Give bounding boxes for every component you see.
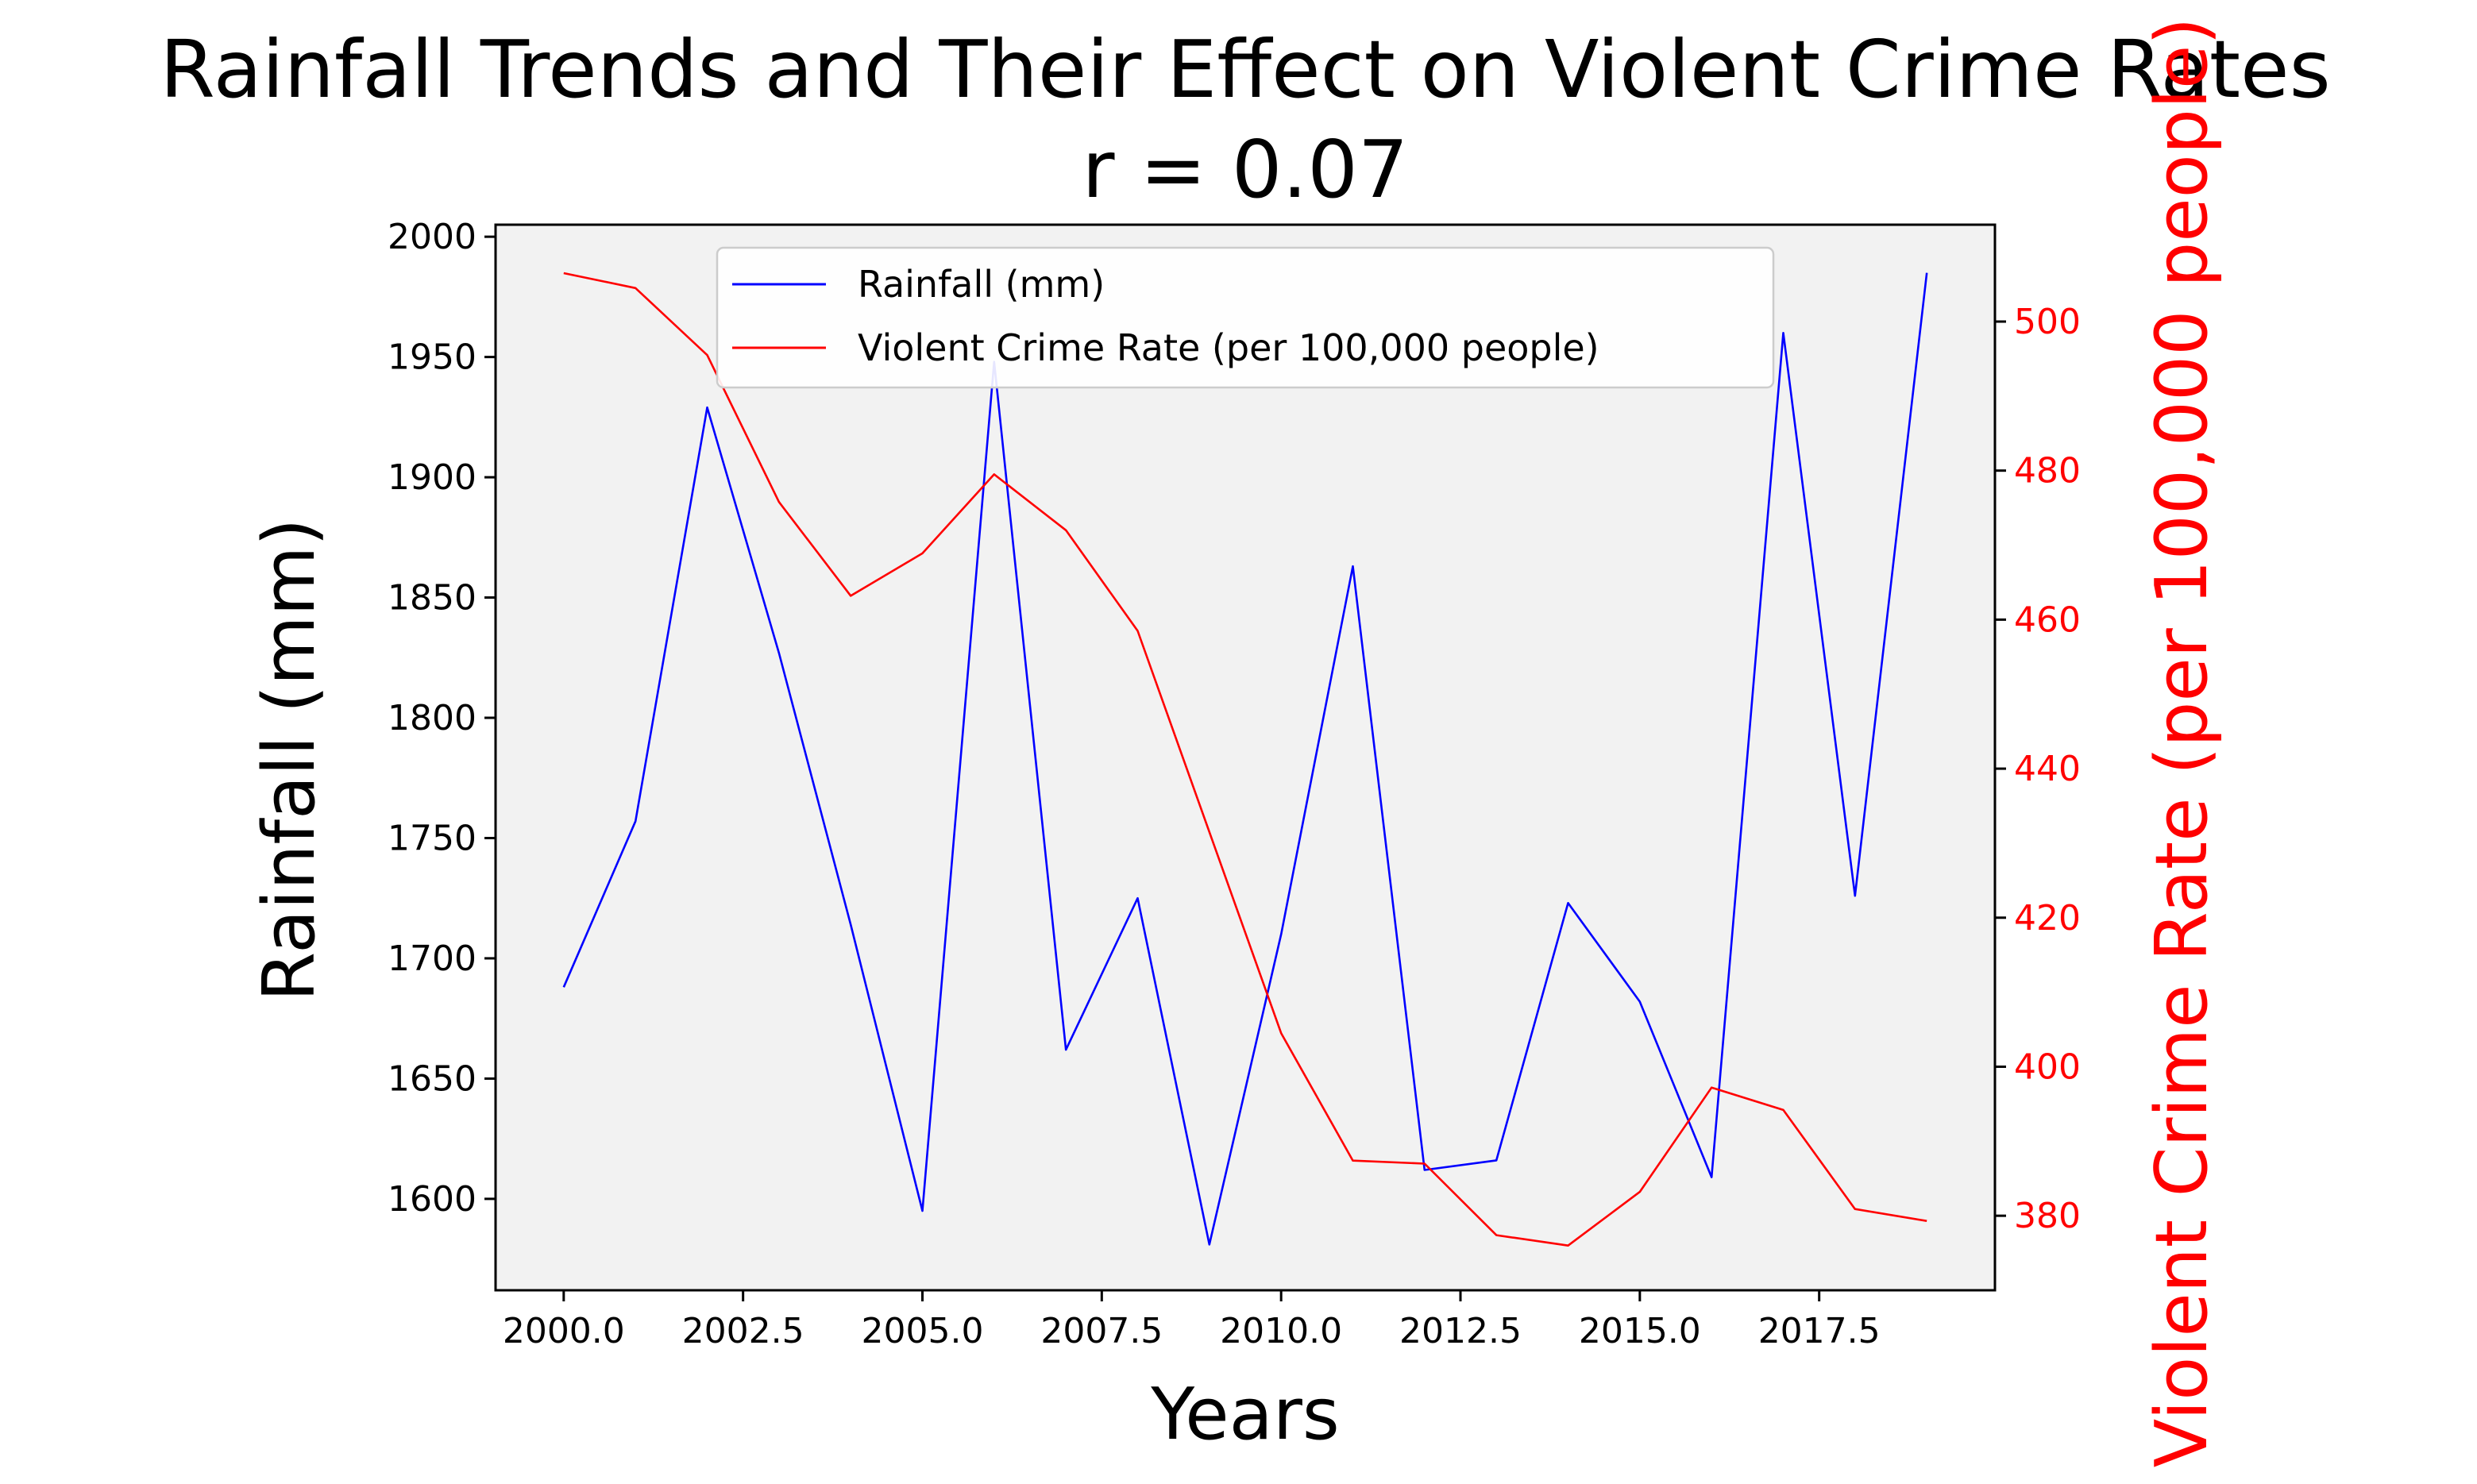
series-lines (562, 272, 1928, 1247)
y-tick-label: 1750 (388, 818, 476, 858)
y-right-tick-label: 480 (2014, 451, 2081, 491)
x-tick-label: 2015.0 (1579, 1311, 1701, 1351)
x-tick-label: 2005.0 (862, 1311, 984, 1351)
y-tick-label: 1850 (388, 578, 476, 619)
y-tick-label: 1950 (388, 337, 476, 378)
chart-subtitle: r = 0.07 (1082, 123, 1408, 216)
y-tick-label: 1700 (388, 939, 476, 979)
y-right-axis-label: Violent Crime Rate (per 100,000 people) (2140, 17, 2224, 1468)
x-axis-ticks: 2000.0 2002.5 2005.0 2007.5 2010.0 2012.5 2015… (503, 1290, 1881, 1351)
legend-entry-label: Rainfall (mm) (858, 263, 1105, 306)
crime-rate-series-line (563, 272, 1927, 1247)
y-axis-ticks: 1600 1650 1700 1750 1800 1850 1900 1950 2000 (388, 217, 496, 1220)
x-tick-label: 2010.0 (1220, 1311, 1342, 1351)
y-right-tick-label: 380 (2014, 1196, 2081, 1236)
x-tick-label: 2012.5 (1399, 1311, 1522, 1351)
y-tick-label: 2000 (388, 217, 476, 257)
y-tick-label: 1900 (388, 457, 476, 498)
y-right-tick-label: 460 (2014, 599, 2081, 640)
x-tick-label: 2007.5 (1040, 1311, 1163, 1351)
x-axis-label: Years (1150, 1373, 1339, 1456)
y-tick-label: 1650 (388, 1058, 476, 1099)
rainfall-series-line (562, 272, 1928, 1246)
chart-title: Rainfall Trends and Their Effect on Viol… (160, 23, 2330, 116)
y-right-tick-label: 400 (2014, 1047, 2081, 1087)
legend-box (716, 246, 1775, 389)
y-right-tick-label: 440 (2014, 749, 2081, 789)
y-right-tick-label: 500 (2014, 302, 2081, 342)
x-tick-label: 2017.5 (1758, 1311, 1881, 1351)
x-tick-label: 2002.5 (682, 1311, 804, 1351)
y-tick-label: 1600 (388, 1179, 476, 1220)
y-tick-label: 1800 (388, 698, 476, 738)
legend-entry-label: Violent Crime Rate (per 100,000 people) (858, 326, 1599, 369)
y-right-tick-label: 420 (2014, 898, 2081, 939)
legend: Rainfall (mm) Violent Crime Rate (per 100… (716, 246, 1775, 389)
x-tick-label: 2000.0 (503, 1311, 625, 1351)
y-right-axis-ticks: 380 400 420 440 460 480 500 (1995, 302, 2081, 1236)
plot-frame (494, 223, 1997, 1292)
y-axis-label: Rainfall (mm) (248, 518, 331, 1002)
plot-area (496, 225, 1995, 1290)
